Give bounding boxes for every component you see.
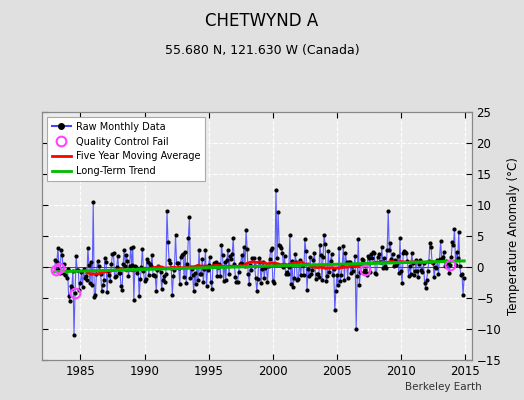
Text: CHETWYND A: CHETWYND A xyxy=(205,12,319,30)
Y-axis label: Temperature Anomaly (°C): Temperature Anomaly (°C) xyxy=(507,157,520,315)
Legend: Raw Monthly Data, Quality Control Fail, Five Year Moving Average, Long-Term Tren: Raw Monthly Data, Quality Control Fail, … xyxy=(47,117,205,181)
Text: Berkeley Earth: Berkeley Earth xyxy=(406,382,482,392)
Text: 55.680 N, 121.630 W (Canada): 55.680 N, 121.630 W (Canada) xyxy=(165,44,359,57)
